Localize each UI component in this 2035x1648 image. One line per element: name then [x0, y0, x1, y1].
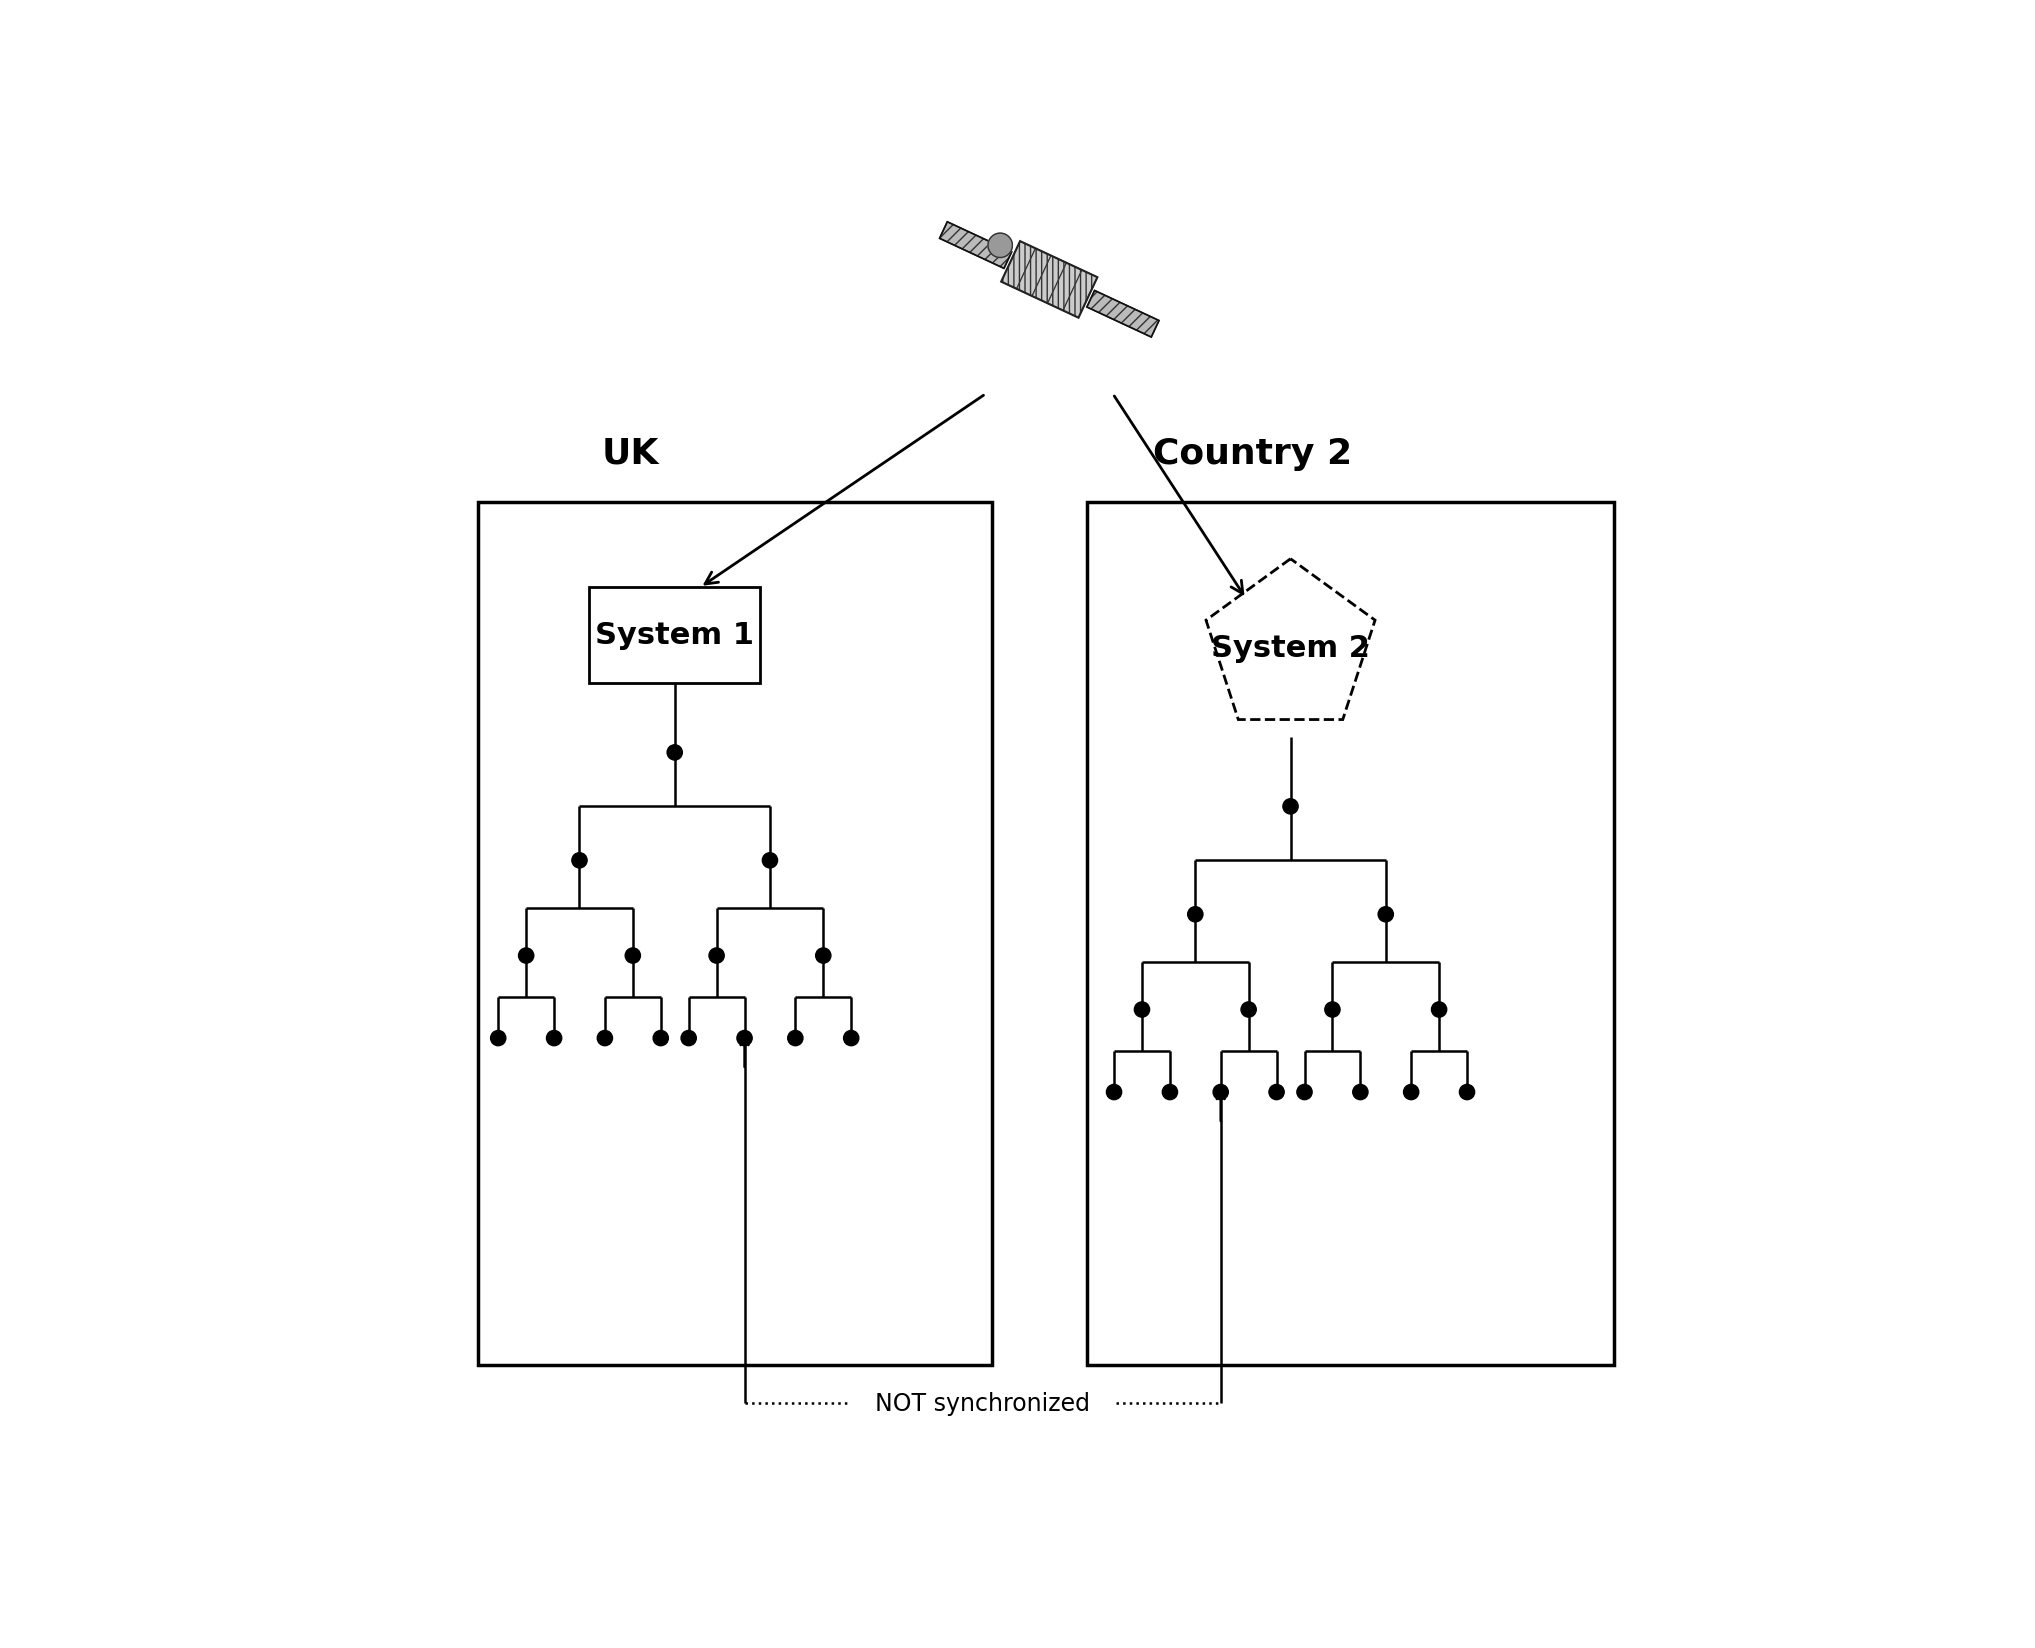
- Text: Country 2: Country 2: [1154, 437, 1351, 471]
- Circle shape: [682, 1032, 696, 1046]
- Circle shape: [1325, 1002, 1341, 1017]
- Text: System 1: System 1: [594, 621, 755, 649]
- Text: NOT synchronized: NOT synchronized: [875, 1391, 1091, 1416]
- Bar: [1062, 270, 1097, 318]
- Bar: [1018, 249, 1050, 297]
- Circle shape: [1133, 1002, 1150, 1017]
- Bar: [1001, 242, 1036, 290]
- Bar: [1087, 503, 1614, 1365]
- Circle shape: [845, 1032, 859, 1046]
- Bar: [1032, 257, 1066, 305]
- Circle shape: [1107, 1084, 1121, 1099]
- Circle shape: [1431, 1002, 1447, 1017]
- Circle shape: [763, 854, 777, 868]
- Bar: [478, 503, 993, 1365]
- Circle shape: [490, 1032, 507, 1046]
- Bar: [1001, 242, 1097, 318]
- Circle shape: [1162, 1084, 1178, 1099]
- Circle shape: [816, 948, 830, 964]
- Text: System 2: System 2: [1211, 634, 1370, 662]
- Circle shape: [1404, 1084, 1418, 1099]
- Bar: [588, 588, 761, 684]
- Circle shape: [737, 1032, 753, 1046]
- Circle shape: [519, 948, 533, 964]
- Circle shape: [572, 854, 588, 868]
- Circle shape: [596, 1032, 613, 1046]
- Circle shape: [1459, 1084, 1475, 1099]
- Circle shape: [1213, 1084, 1229, 1099]
- Circle shape: [1270, 1084, 1284, 1099]
- Circle shape: [1241, 1002, 1256, 1017]
- Circle shape: [1188, 906, 1203, 923]
- Circle shape: [653, 1032, 667, 1046]
- Circle shape: [1296, 1084, 1313, 1099]
- Circle shape: [547, 1032, 562, 1046]
- Bar: [1087, 292, 1160, 338]
- Bar: [1048, 264, 1083, 311]
- Bar: [1087, 292, 1160, 338]
- Circle shape: [708, 948, 724, 964]
- Circle shape: [788, 1032, 804, 1046]
- Bar: [940, 222, 1011, 269]
- Bar: [940, 222, 1011, 269]
- Text: UK: UK: [602, 437, 659, 471]
- Circle shape: [667, 745, 682, 760]
- Polygon shape: [1207, 559, 1376, 720]
- Circle shape: [1353, 1084, 1368, 1099]
- Circle shape: [625, 948, 641, 964]
- Circle shape: [1282, 799, 1298, 814]
- Circle shape: [989, 234, 1011, 259]
- Circle shape: [1378, 906, 1394, 923]
